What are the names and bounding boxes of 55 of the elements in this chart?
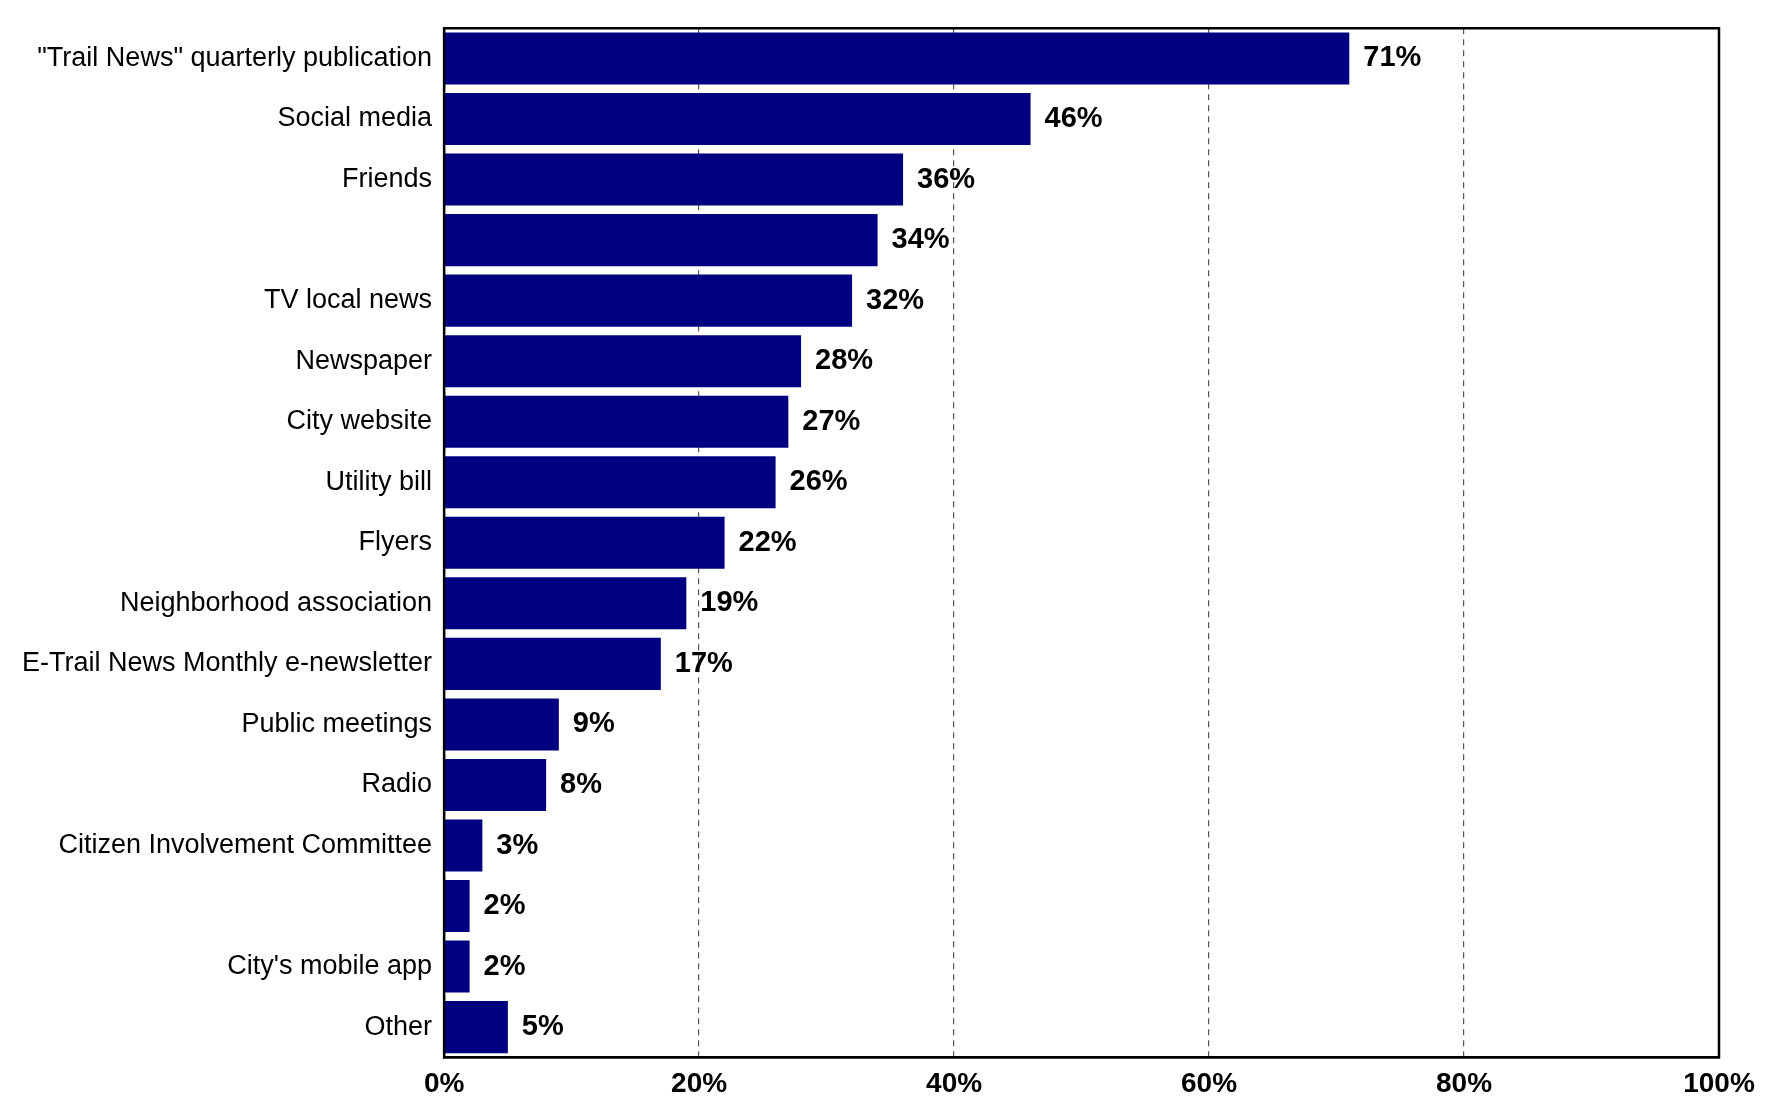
data-label: 36% xyxy=(917,161,976,194)
bar xyxy=(444,637,661,690)
data-label: 28% xyxy=(815,343,874,376)
x-tick-label: 20% xyxy=(671,1066,728,1098)
bar xyxy=(444,456,776,509)
bar xyxy=(444,1001,508,1054)
y-tick-label: E-Trail News Monthly e-newsletter xyxy=(21,647,433,678)
data-label: 8% xyxy=(560,766,603,799)
bar xyxy=(444,92,1031,146)
y-tick-label: City's mobile app xyxy=(227,950,433,981)
bar xyxy=(444,395,789,448)
y-tick-label: City website xyxy=(286,405,433,436)
data-label: 34% xyxy=(891,222,950,255)
y-tick-label: Newspaper xyxy=(295,344,433,375)
y-tick-label: Friends xyxy=(342,163,433,194)
data-label: 27% xyxy=(802,403,861,436)
bar xyxy=(444,516,725,569)
data-label: 5% xyxy=(521,1009,564,1042)
bar xyxy=(444,335,802,388)
data-label: 32% xyxy=(866,282,925,315)
y-tick-label: Citizen Involvement Committee xyxy=(58,828,433,859)
bar xyxy=(444,940,470,993)
x-tick-label: 100% xyxy=(1683,1066,1755,1098)
data-label: 2% xyxy=(483,888,526,921)
bar xyxy=(444,32,1350,85)
data-label: 2% xyxy=(483,948,526,981)
data-label: 46% xyxy=(1044,101,1103,134)
data-label: 17% xyxy=(674,645,734,678)
x-tick-label: 40% xyxy=(926,1066,983,1098)
y-tick-label: TV local news xyxy=(264,284,433,315)
x-tick-label: 80% xyxy=(1436,1066,1493,1098)
y-tick-label: Radio xyxy=(361,768,433,799)
data-label: 19% xyxy=(700,585,759,618)
y-tick-label: Utility bill xyxy=(325,465,433,496)
y-tick-label: Social media xyxy=(277,102,434,133)
data-label: 9% xyxy=(572,706,615,739)
bar xyxy=(444,819,483,872)
bar xyxy=(444,577,687,630)
bar xyxy=(444,880,470,933)
y-tick-label: Other xyxy=(364,1010,433,1041)
bar xyxy=(444,214,878,267)
data-label: 71% xyxy=(1363,40,1422,73)
x-tick-label: 0% xyxy=(423,1066,465,1098)
y-tick-label: Flyers xyxy=(358,526,433,557)
bar xyxy=(444,758,547,811)
bar xyxy=(444,698,559,751)
bar xyxy=(444,274,853,327)
y-tick-label: Public meetings xyxy=(241,707,433,738)
y-tick-label: Neighborhood association xyxy=(119,586,433,617)
x-tick-label: 60% xyxy=(1181,1066,1238,1098)
y-tick-label: "Trail News" quarterly publication xyxy=(37,41,433,72)
bar xyxy=(444,153,904,206)
data-label: 3% xyxy=(496,827,539,860)
data-label: 22% xyxy=(738,524,797,557)
data-label: 26% xyxy=(789,464,848,497)
